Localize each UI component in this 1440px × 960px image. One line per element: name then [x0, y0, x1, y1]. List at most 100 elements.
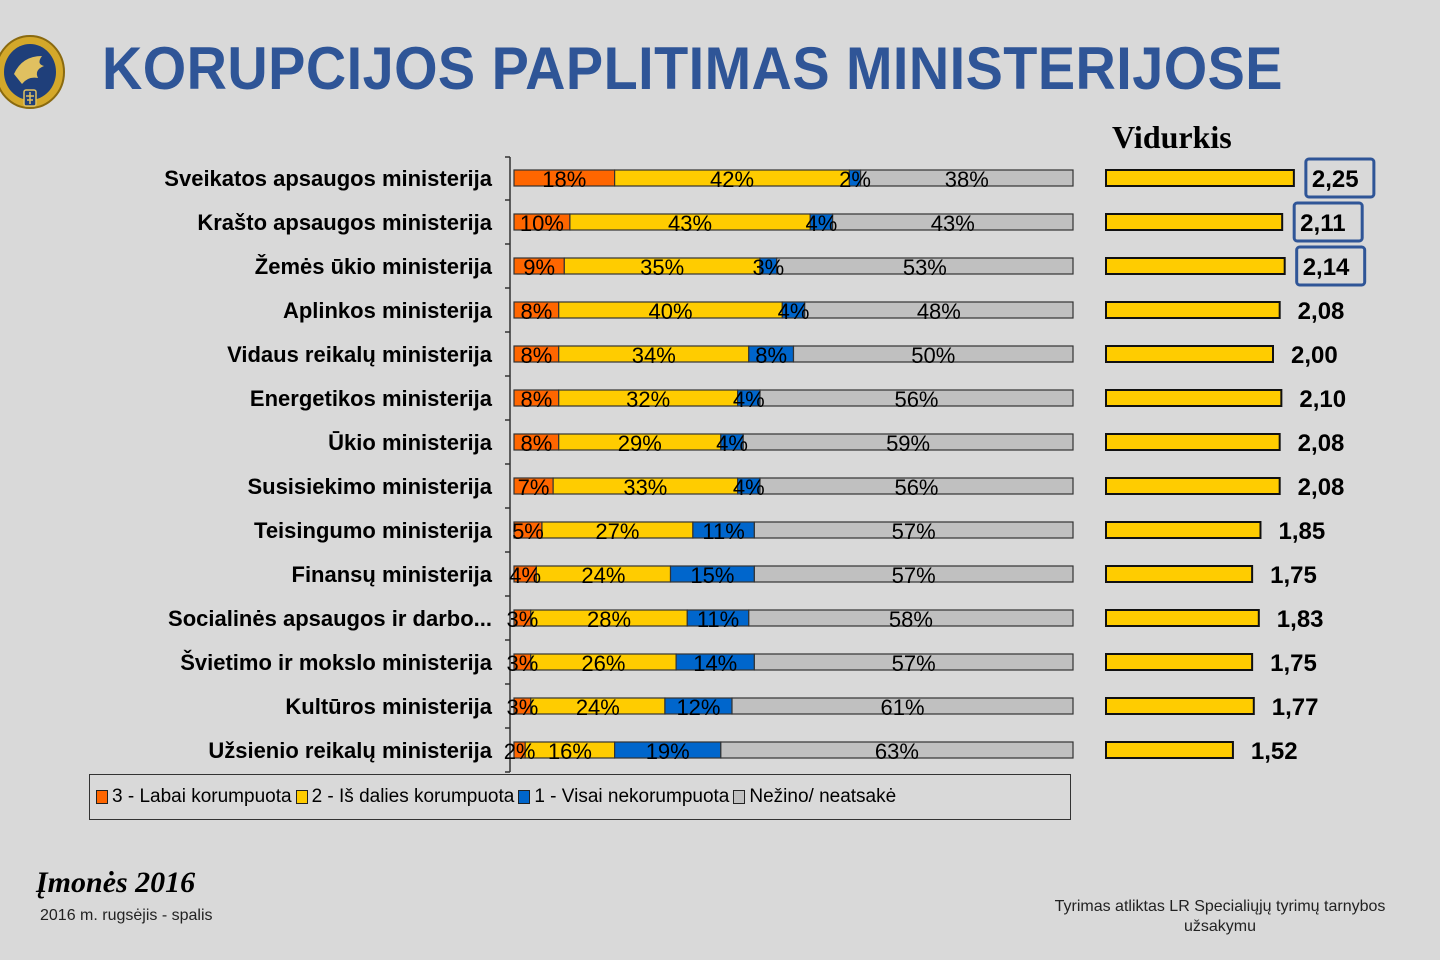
category-label: Ūkio ministerija [328, 430, 493, 455]
data-label: 3% [506, 607, 538, 632]
legend-label: 3 - Labai korumpuota [112, 786, 292, 807]
average-value-label: 1,75 [1270, 650, 1317, 677]
data-label: 28% [587, 607, 631, 632]
highlight-box [1304, 157, 1376, 199]
data-label: 5% [512, 519, 544, 544]
legend-item: 3 - Labai korumpuota [96, 786, 292, 808]
average-value-label: 1,85 [1278, 518, 1325, 545]
category-label: Sveikatos apsaugos ministerija [164, 166, 492, 191]
data-label: 33% [623, 475, 667, 500]
average-value-label: 2,25 [1312, 166, 1359, 193]
bar-segment-dont-know [748, 609, 1074, 627]
data-label: 3% [752, 255, 784, 280]
data-label: 4% [778, 299, 810, 324]
survey-date: 2016 m. rugsėjis - spalis [40, 907, 213, 924]
data-label: 8% [520, 431, 552, 456]
bar-segment-dont-know [731, 697, 1074, 715]
category-label: Socialinės apsaugos ir darbo... [168, 606, 492, 631]
average-value-label: 2,10 [1299, 386, 1346, 413]
data-label: 38% [945, 167, 989, 192]
data-label: 8% [520, 387, 552, 412]
category-label: Aplinkos ministerija [283, 298, 493, 323]
data-label: 35% [640, 255, 684, 280]
average-column-header: Vidurkis [1112, 119, 1232, 155]
legend-swatch [295, 790, 308, 804]
data-label: 11% [697, 607, 739, 632]
data-label: 4% [716, 431, 748, 456]
category-label: Krašto apsaugos ministerija [197, 210, 492, 235]
data-label: 48% [917, 299, 961, 324]
average-value-label: 2,11 [1300, 210, 1345, 237]
data-label: 43% [668, 211, 712, 236]
data-label: 59% [886, 431, 930, 456]
category-label: Kultūros ministerija [285, 694, 492, 719]
bar-segment-dont-know [753, 565, 1074, 583]
data-label: 10% [520, 211, 564, 236]
average-value-label: 2,08 [1298, 474, 1345, 501]
data-label: 56% [894, 387, 938, 412]
data-label: 61% [880, 695, 924, 720]
highlight-box [1292, 201, 1364, 243]
data-label: 4% [733, 475, 765, 500]
data-label: 58% [889, 607, 933, 632]
data-label: 14% [693, 651, 737, 676]
data-label: 4% [509, 563, 541, 588]
average-bar [1105, 345, 1274, 363]
average-bar [1105, 433, 1281, 451]
category-label: Susisiekimo ministerija [247, 474, 492, 499]
legend-swatch [518, 790, 531, 804]
legend-label: Nežino/ neatsakė [749, 786, 897, 807]
category-label: Vidaus reikalų ministerija [227, 342, 493, 367]
average-bar [1105, 565, 1254, 583]
bar-segment-dont-know [742, 433, 1074, 451]
average-bar [1105, 741, 1234, 759]
survey-credit: Tyrimas atliktas LR Specialiųjų tyrimų t… [1054, 898, 1386, 935]
data-label: 3% [506, 651, 538, 676]
average-bar [1105, 653, 1254, 671]
data-label: 57% [892, 651, 936, 676]
bar-segment-dont-know [832, 213, 1074, 231]
data-label: 15% [690, 563, 734, 588]
average-bar [1105, 301, 1281, 319]
category-label: Teisingumo ministerija [254, 518, 493, 543]
bar-segment-dont-know [759, 477, 1074, 495]
data-label: 3% [506, 695, 538, 720]
bar-segment-dont-know [776, 257, 1074, 275]
chart-legend: 3 - Labai korumpuota 2 - Iš dalies korump… [89, 774, 1071, 820]
data-label: 7% [518, 475, 550, 500]
data-label: 40% [648, 299, 692, 324]
data-label: 32% [626, 387, 670, 412]
average-bar [1105, 477, 1281, 495]
data-label: 9% [523, 255, 555, 280]
average-value-label: 2,08 [1298, 430, 1345, 457]
survey-title: Įmonės 2016 [36, 866, 196, 899]
data-label: 8% [755, 343, 787, 368]
logo-emblem-icon [0, 35, 65, 109]
average-bar [1105, 213, 1284, 231]
category-label: Energetikos ministerija [250, 386, 493, 411]
data-label: 12% [676, 695, 720, 720]
average-value-label: 1,83 [1277, 606, 1324, 633]
data-label: 53% [903, 255, 947, 280]
bar-segment-dont-know [753, 521, 1074, 539]
data-label: 8% [520, 343, 552, 368]
data-label: 4% [733, 387, 765, 412]
legend-item: 1 - Visai nekorumpuota [518, 786, 729, 808]
bar-segment-dont-know [753, 653, 1074, 671]
average-value-label: 2,00 [1291, 342, 1338, 369]
data-label: 43% [931, 211, 975, 236]
legend-label: 1 - Visai nekorumpuota [534, 786, 730, 807]
data-label: 16% [548, 739, 592, 764]
legend-label: 2 - Iš dalies korumpuota [311, 786, 515, 807]
bar-segment-dont-know [792, 345, 1074, 363]
data-label: 57% [892, 519, 936, 544]
bar-segment-dont-know [804, 301, 1074, 319]
bar-segment-dont-know [859, 169, 1074, 187]
category-label: Žemės ūkio ministerija [255, 254, 493, 279]
data-label: 42% [710, 167, 754, 192]
legend-swatch [733, 790, 746, 804]
data-label: 24% [576, 695, 620, 720]
data-label: 63% [875, 739, 919, 764]
data-label: 57% [892, 563, 936, 588]
data-label: 18% [542, 167, 586, 192]
